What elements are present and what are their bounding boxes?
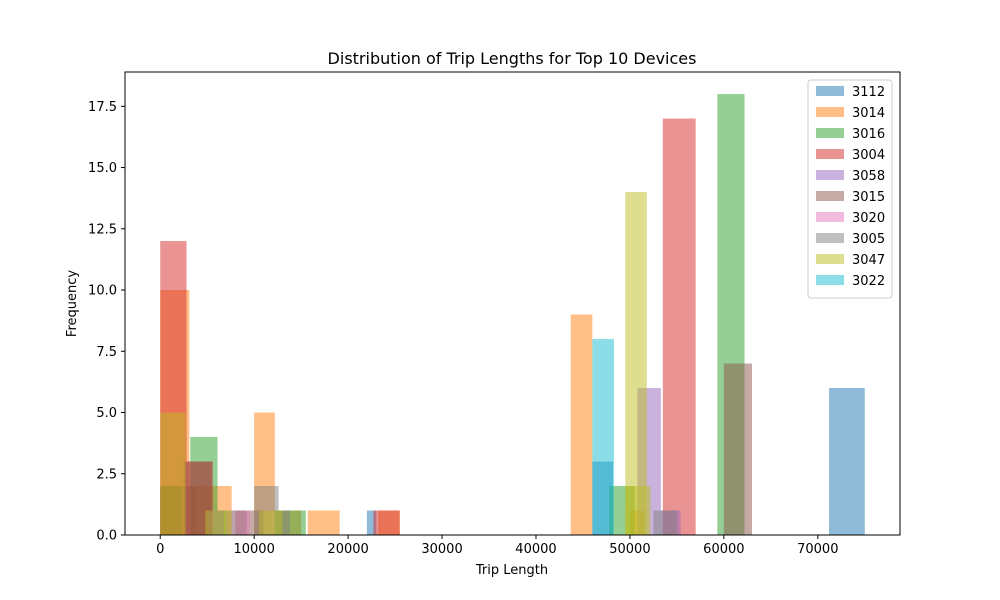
y-axis: 0.0 2.5 5.0 7.5 10.0 12.5 15.0 17.5 [88, 100, 125, 544]
legend: 3112 3014 3016 3004 3058 3015 3020 3005 3047 3022 [807, 79, 893, 299]
bar-3047-4 [625, 192, 647, 536]
x-tick-label: 70000 [797, 542, 838, 557]
bar-3005-1 [278, 510, 290, 535]
legend-label-3020: 3020 [852, 211, 885, 226]
x-tick-label: 30000 [421, 542, 462, 557]
legend-swatch-3058 [816, 170, 844, 180]
y-tick-label: 2.5 [96, 467, 117, 482]
bar-3014-5 [307, 510, 340, 535]
legend-swatch-3112 [816, 86, 844, 96]
legend-swatch-3004 [816, 149, 844, 159]
chart-title: Distribution of Trip Lengths for Top 10 … [328, 49, 697, 68]
y-tick-label: 10.0 [88, 284, 117, 299]
x-tick-label: 20000 [327, 542, 368, 557]
legend-swatch-3020 [816, 212, 844, 222]
y-tick-label: 17.5 [88, 100, 117, 115]
y-tick-label: 0.0 [96, 529, 117, 544]
legend-label-3112: 3112 [852, 85, 885, 100]
legend-label-3047: 3047 [852, 253, 885, 268]
bar-3015-2 [723, 363, 753, 535]
x-tick-label: 0 [156, 542, 164, 557]
legend-swatch-3022 [816, 275, 844, 285]
y-tick-label: 12.5 [88, 222, 117, 237]
legend-label-3004: 3004 [852, 148, 885, 163]
legend-swatch-3047 [816, 254, 844, 264]
bar-3005-2 [653, 510, 677, 535]
x-tick-label: 50000 [609, 542, 650, 557]
plot-frame [124, 71, 901, 536]
bar-3047-0 [160, 412, 186, 535]
bar-3112-1 [366, 510, 377, 535]
bar-3020-0 [225, 510, 250, 535]
legend-swatch-3015 [816, 191, 844, 201]
bar-3047-1 [205, 510, 232, 535]
bar-3112-3 [829, 388, 865, 535]
bars-layer [160, 94, 865, 536]
legend-label-3022: 3022 [852, 274, 885, 289]
y-axis-title: Frequency [65, 270, 80, 337]
y-tick-label: 7.5 [96, 345, 117, 360]
x-tick-label: 60000 [703, 542, 744, 557]
legend-swatch-3016 [816, 128, 844, 138]
x-tick-label: 10000 [233, 542, 274, 557]
legend-label-3058: 3058 [852, 169, 885, 184]
legend-label-3016: 3016 [852, 127, 885, 142]
y-tick-label: 5.0 [96, 406, 117, 421]
legend-label-3014: 3014 [852, 106, 885, 121]
x-tick-label: 40000 [515, 542, 556, 557]
bar-3022-0 [592, 339, 614, 535]
bar-3004-2 [373, 510, 400, 535]
bar-3047-2 [258, 510, 283, 535]
x-axis-title: Trip Length [475, 563, 548, 578]
bar-3014-7 [570, 314, 593, 535]
bar-3004-3 [662, 118, 696, 535]
y-tick-label: 15.0 [88, 161, 117, 176]
x-axis: 0 10000 20000 30000 40000 50000 60000 70000 [156, 535, 838, 557]
legend-swatch-3005 [816, 233, 844, 243]
legend-label-3015: 3015 [852, 190, 885, 205]
legend-swatch-3014 [816, 107, 844, 117]
legend-label-3005: 3005 [852, 232, 885, 247]
